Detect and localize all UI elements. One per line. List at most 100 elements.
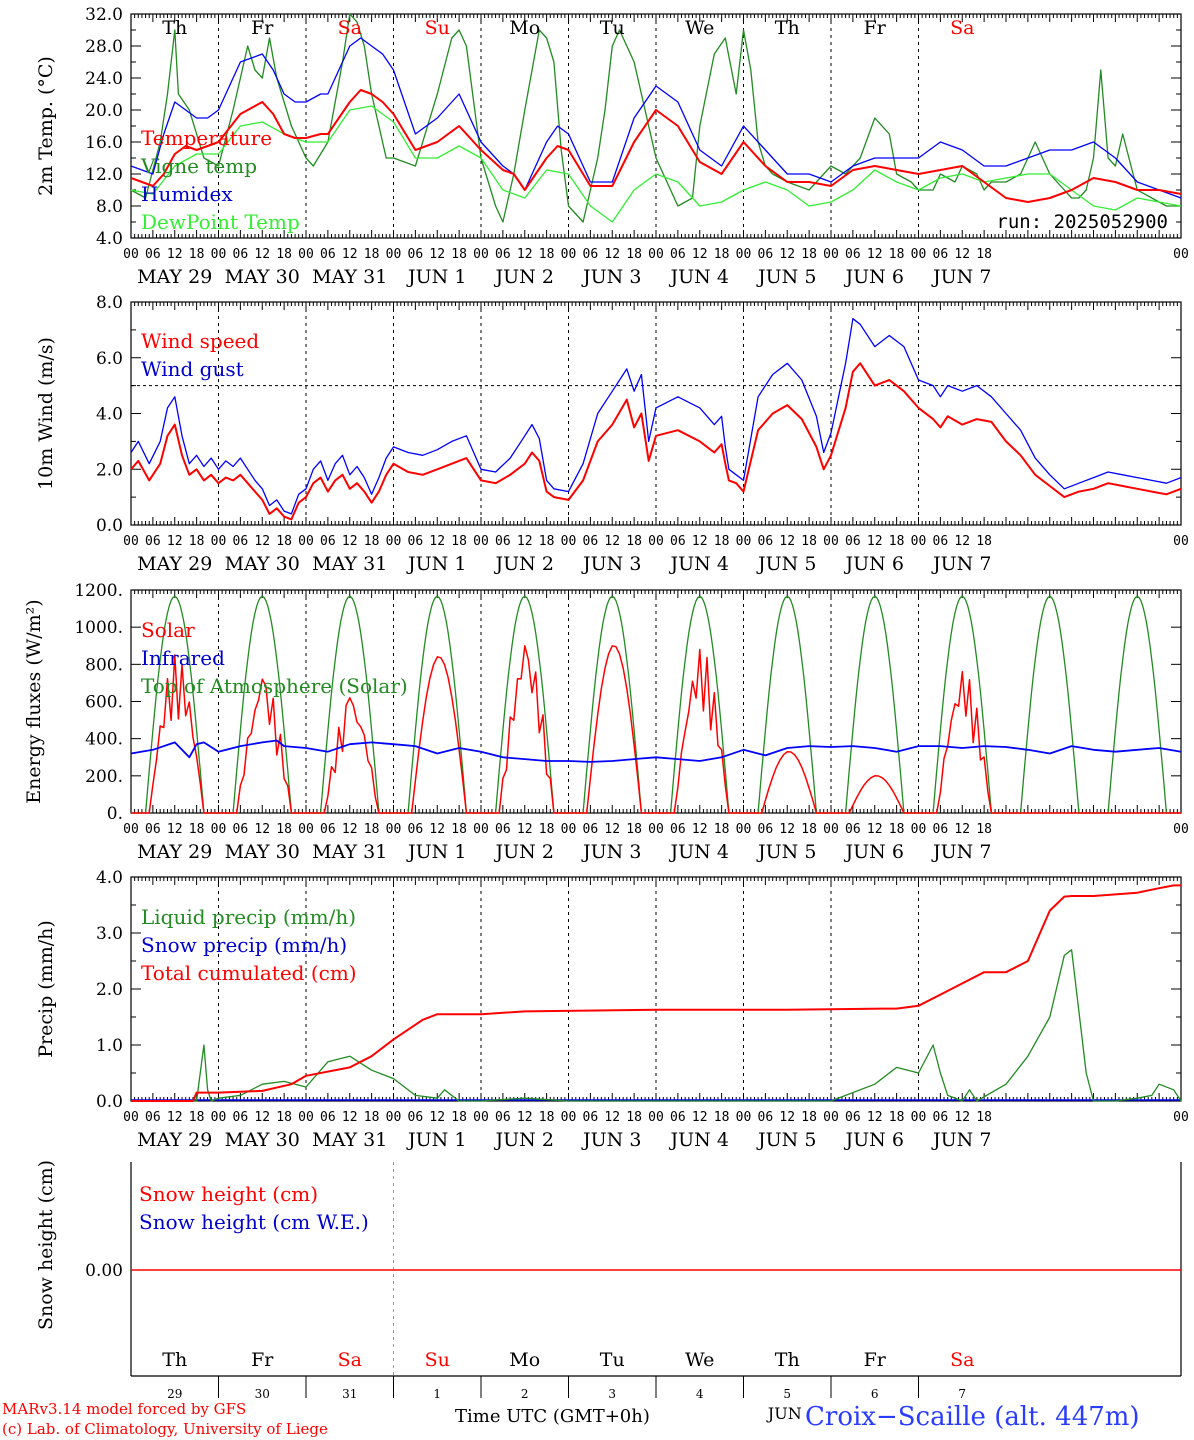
day-number: 6 (871, 1387, 879, 1401)
hour-tick-label: 06 (933, 1110, 949, 1125)
hour-tick-label: 12 (167, 247, 183, 262)
series-infrared (130, 739, 1182, 763)
hour-tick-label: 06 (670, 534, 686, 549)
hour-tick-label: 12 (517, 534, 533, 549)
series-solar (131, 645, 1181, 814)
day-name: Fr (864, 17, 887, 39)
hour-tick-label: 00 (911, 247, 927, 262)
series-vigne-temp (130, 13, 1181, 223)
day-number: 7 (958, 1387, 966, 1401)
hour-tick-label: 06 (495, 822, 511, 837)
day-name: Su (425, 17, 450, 39)
date-label: JUN 5 (756, 266, 816, 288)
series-total-cumulated (131, 884, 1181, 1102)
day-name: Sa (950, 1349, 974, 1371)
date-label: MAY 31 (312, 266, 387, 288)
legend-entry: Humidex (141, 182, 233, 206)
hour-tick-label: 06 (320, 1110, 336, 1125)
day-number: 3 (608, 1387, 616, 1401)
y-axis-label: 10m Wind (m/s) (35, 337, 57, 490)
date-label: JUN 4 (669, 553, 729, 575)
hour-tick-label: 00 (823, 247, 839, 262)
hour-tick-label: 06 (145, 534, 161, 549)
y-axis-label: 2m Temp. (°C) (35, 56, 57, 196)
hour-tick-label: 06 (233, 822, 249, 837)
hour-tick-label: 12 (429, 247, 445, 262)
y-tick-label: 24.0 (85, 69, 123, 89)
day-name: Fr (251, 17, 274, 39)
hour-tick-label: 18 (626, 247, 642, 262)
hour-tick-label: 06 (145, 247, 161, 262)
series-temperature (130, 89, 1182, 203)
hour-tick-label: 00 (648, 534, 664, 549)
date-label: JUN 6 (844, 553, 904, 575)
hour-tick-label: 12 (254, 1110, 270, 1125)
date-label: MAY 31 (312, 1129, 387, 1151)
hour-tick-label: 06 (408, 534, 424, 549)
date-label: JUN 3 (581, 553, 641, 575)
y-tick-label: 1200. (74, 581, 123, 601)
wind-panel: 00 06 12 18 MAY 29 00 06 12 18 MAY 30 00 06 12 18 MAY … (35, 293, 1189, 575)
hour-tick-label: 12 (867, 247, 883, 262)
hour-tick-label: 12 (604, 1110, 620, 1125)
hour-tick-label: 18 (714, 822, 730, 837)
hour-tick-label: 00 (561, 247, 577, 262)
series-wind-speed (130, 362, 1182, 521)
day-name: We (685, 1349, 714, 1371)
day-name: Sa (950, 17, 974, 39)
hour-tick-label: 18 (889, 1110, 905, 1125)
hour-tick-label: 18 (276, 822, 292, 837)
date-label: JUN 5 (756, 1129, 816, 1151)
y-tick-label: 20.0 (85, 101, 123, 121)
hour-tick-label: 00 (911, 1110, 927, 1125)
hour-tick-label: 06 (233, 1110, 249, 1125)
hour-tick-label: 00 (298, 247, 314, 262)
date-label: JUN 2 (494, 841, 554, 863)
hour-tick-label: 00 (736, 1110, 752, 1125)
day-name: Tu (600, 1349, 625, 1371)
hour-tick-label: 06 (145, 1110, 161, 1125)
run-label: run: 2025052900 (996, 211, 1168, 233)
hour-tick-label: 00 (823, 1110, 839, 1125)
day-name: Tu (600, 17, 625, 39)
hour-tick-label: 18 (626, 534, 642, 549)
date-label: JUN 6 (844, 841, 904, 863)
hour-tick-label: 00 (648, 822, 664, 837)
hour-tick-label: 00 (123, 534, 139, 549)
hour-tick-label: 00 (211, 534, 227, 549)
hour-tick-label: 18 (976, 247, 992, 262)
hour-tick-label: 06 (495, 247, 511, 262)
y-tick-label: 4.0 (96, 405, 123, 425)
hour-tick-label: 06 (933, 247, 949, 262)
hour-tick-label: 00 (211, 247, 227, 262)
hour-tick-label: 18 (801, 534, 817, 549)
hour-tick-label: 18 (364, 247, 380, 262)
hour-tick-label: 06 (758, 247, 774, 262)
hour-tick-label: 00 (298, 1110, 314, 1125)
hour-tick-label: 06 (408, 822, 424, 837)
hour-tick-label: 00 (1173, 822, 1189, 837)
hour-tick-label: 00 (648, 247, 664, 262)
date-label: JUN 3 (581, 266, 641, 288)
hour-tick-label: 18 (451, 247, 467, 262)
hour-tick-label: 00 (1173, 1110, 1189, 1125)
date-label: JUN 6 (844, 1129, 904, 1151)
date-label: JUN 7 (931, 1129, 991, 1151)
legend-entry: Vigne temp (140, 154, 257, 178)
date-label: JUN 5 (756, 841, 816, 863)
hour-tick-label: 00 (473, 247, 489, 262)
y-tick-label: 2.0 (96, 460, 123, 480)
date-label: JUN 2 (494, 1129, 554, 1151)
hour-tick-label: 06 (670, 822, 686, 837)
y-axis-label: Energy fluxes (W/m²) (23, 599, 45, 803)
hour-tick-label: 18 (976, 534, 992, 549)
hour-tick-label: 18 (539, 1110, 555, 1125)
hour-tick-label: 06 (670, 247, 686, 262)
hour-tick-label: 06 (845, 534, 861, 549)
hour-tick-label: 18 (539, 534, 555, 549)
hour-tick-label: 18 (889, 822, 905, 837)
hour-tick-label: 12 (254, 534, 270, 549)
hour-tick-label: 18 (626, 1110, 642, 1125)
hour-tick-label: 18 (539, 822, 555, 837)
location-title: Croix−Scaille (alt. 447m) (805, 1402, 1140, 1432)
